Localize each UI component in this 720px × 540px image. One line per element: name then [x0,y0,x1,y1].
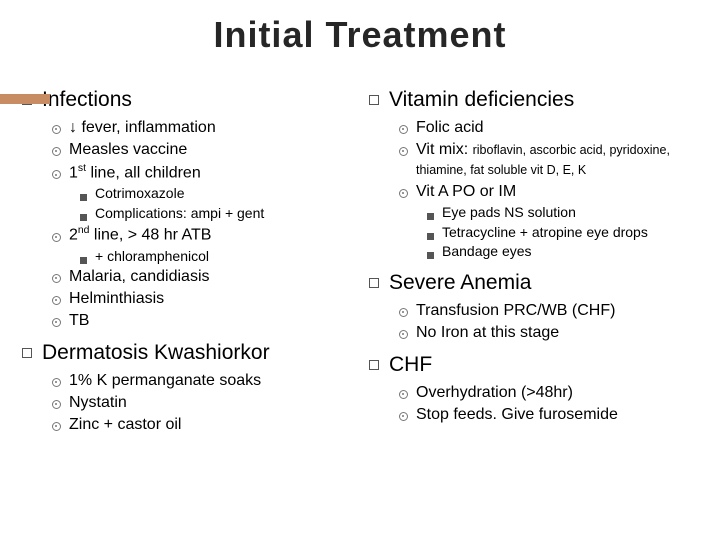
circle-bullet-icon [399,189,408,198]
section-heading: Infections [22,88,351,112]
list-item-text: ↓ fever, inflammation [69,118,216,138]
square-bullet-icon [369,95,379,105]
list-item: 1st line, all children [52,162,351,183]
circle-bullet-icon [52,170,61,179]
circle-bullet-icon [52,296,61,305]
sub-list-item: Tetracycline + atropine eye drops [427,224,698,242]
list-item: Zinc + castor oil [52,415,351,435]
list-item: Malaria, candidiasis [52,267,351,287]
circle-bullet-icon [399,412,408,421]
circle-bullet-icon [399,330,408,339]
accent-bar [0,94,50,104]
sub-list-item-text: + chloramphenicol [95,248,209,266]
list-item: Vit A PO or IM [399,182,698,202]
square-fill-bullet-icon [80,257,87,264]
list-item: TB [52,311,351,331]
circle-bullet-icon [52,274,61,283]
heading-text: Dermatosis Kwashiorkor [42,341,270,365]
square-bullet-icon [22,348,32,358]
heading-text: Infections [42,88,132,112]
list-item-text: Overhydration (>48hr) [416,383,573,403]
list-item: Overhydration (>48hr) [399,383,698,403]
sub-list-item: + chloramphenicol [80,248,351,266]
square-fill-bullet-icon [80,214,87,221]
square-bullet-icon [369,360,379,370]
square-bullet-icon [369,278,379,288]
list-item-text: Nystatin [69,393,127,413]
list-item: Measles vaccine [52,140,351,160]
list-item: 1% K permanganate soaks [52,371,351,391]
sub-list-item: Bandage eyes [427,243,698,261]
circle-bullet-icon [52,233,61,242]
list-item-text: TB [69,311,89,331]
sub-list-item-text: Tetracycline + atropine eye drops [442,224,648,242]
list-item-text: Malaria, candidiasis [69,267,210,287]
section-heading: Dermatosis Kwashiorkor [22,341,351,365]
list-item: Helminthiasis [52,289,351,309]
sub-list-item-text: Complications: ampi + gent [95,205,264,223]
list-item: Transfusion PRC/WB (CHF) [399,301,698,321]
list-item: Folic acid [399,118,698,138]
circle-bullet-icon [399,125,408,134]
list-item-text: No Iron at this stage [416,323,559,343]
list-item-text: Zinc + castor oil [69,415,181,435]
list-item-text: Folic acid [416,118,484,138]
list-item-text: 1st line, all children [69,162,201,183]
list-item-text: Stop feeds. Give furosemide [416,405,618,425]
content-columns: Infections ↓ fever, inflammationMeasles v… [0,66,720,437]
circle-bullet-icon [52,422,61,431]
circle-bullet-icon [52,318,61,327]
heading-text: Severe Anemia [389,271,531,295]
circle-bullet-icon [399,390,408,399]
circle-bullet-icon [399,308,408,317]
list-item-text: Helminthiasis [69,289,164,309]
slide-title: Initial Treatment [0,14,720,56]
section-heading: CHF [369,353,698,377]
list-item: Vit mix: riboflavin, ascorbic acid, pyri… [399,140,698,180]
square-fill-bullet-icon [427,233,434,240]
circle-bullet-icon [52,378,61,387]
circle-bullet-icon [52,125,61,134]
list-item: No Iron at this stage [399,323,698,343]
list-item-text: Vit A PO or IM [416,182,516,202]
sub-list-item-text: Bandage eyes [442,243,532,261]
section-heading: Severe Anemia [369,271,698,295]
title-block: Initial Treatment [0,0,720,66]
circle-bullet-icon [52,147,61,156]
heading-text: CHF [389,353,432,377]
list-item: Nystatin [52,393,351,413]
list-item-text: Measles vaccine [69,140,187,160]
list-item-text: 1% K permanganate soaks [69,371,261,391]
list-item-text: Transfusion PRC/WB (CHF) [416,301,615,321]
square-fill-bullet-icon [427,252,434,259]
heading-text: Vitamin deficiencies [389,88,574,112]
section-heading: Vitamin deficiencies [369,88,698,112]
right-column: Vitamin deficiencies Folic acidVit mix: r… [369,88,698,437]
circle-bullet-icon [399,147,408,156]
sub-list-item: Complications: ampi + gent [80,205,351,223]
sub-list-item-text: Eye pads NS solution [442,204,576,222]
sub-list-item: Eye pads NS solution [427,204,698,222]
list-item-text: 2nd line, > 48 hr ATB [69,224,211,245]
square-fill-bullet-icon [80,194,87,201]
sub-list-item-text: Cotrimoxazole [95,185,184,203]
sub-list-item: Cotrimoxazole [80,185,351,203]
list-item: Stop feeds. Give furosemide [399,405,698,425]
left-column: Infections ↓ fever, inflammationMeasles v… [22,88,351,437]
square-fill-bullet-icon [427,213,434,220]
list-item: 2nd line, > 48 hr ATB [52,224,351,245]
list-item-text: Vit mix: riboflavin, ascorbic acid, pyri… [416,140,698,180]
list-item: ↓ fever, inflammation [52,118,351,138]
circle-bullet-icon [52,400,61,409]
